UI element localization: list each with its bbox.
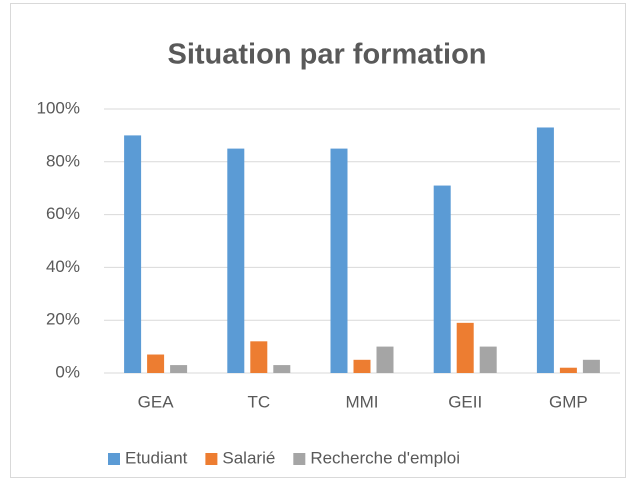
chart-title: Situation par formation xyxy=(168,39,487,71)
bar xyxy=(250,341,268,373)
bar xyxy=(170,365,188,373)
bar xyxy=(227,148,245,373)
chart-border xyxy=(10,3,626,478)
legend-label: Salarié xyxy=(222,448,275,467)
legend-swatch xyxy=(205,453,218,465)
legend-label: Recherche d'emploi xyxy=(310,448,460,467)
y-tick-label: 100% xyxy=(37,98,80,117)
bar xyxy=(582,359,600,373)
y-tick-label: 80% xyxy=(46,151,80,170)
bar xyxy=(536,127,554,373)
legend-label: Etudiant xyxy=(125,448,188,467)
legend-swatch xyxy=(293,453,306,465)
bar xyxy=(147,354,165,373)
bar xyxy=(376,346,394,373)
x-tick-label: GMP xyxy=(549,392,588,411)
bar xyxy=(353,359,371,373)
y-tick-label: 40% xyxy=(46,257,80,276)
bar xyxy=(433,185,451,373)
bar xyxy=(273,365,291,373)
x-tick-label: GEA xyxy=(138,392,175,411)
bar xyxy=(124,135,142,373)
y-tick-label: 0% xyxy=(55,362,80,381)
bar xyxy=(479,346,497,373)
bar xyxy=(456,322,474,373)
bar xyxy=(559,367,577,373)
x-tick-label: MMI xyxy=(345,392,378,411)
bar xyxy=(330,148,348,373)
x-tick-label: GEII xyxy=(448,392,482,411)
y-tick-label: 20% xyxy=(46,310,80,329)
x-tick-label: TC xyxy=(247,392,270,411)
legend-swatch xyxy=(108,453,120,465)
y-tick-label: 60% xyxy=(46,204,80,223)
